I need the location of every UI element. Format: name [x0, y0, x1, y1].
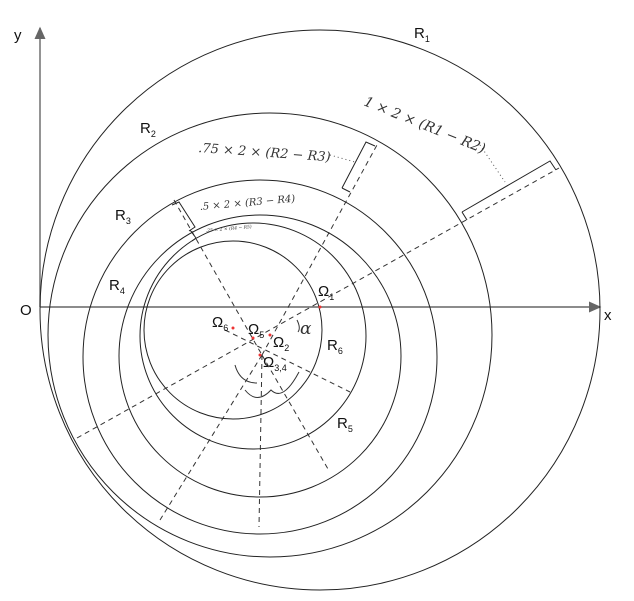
svg-text:R6: R6 — [327, 337, 343, 356]
svg-text:R4: R4 — [109, 277, 125, 296]
annotation-r3-r4: .5 × 2 × (R3 − R4) — [199, 194, 295, 213]
svg-text:Ω2: Ω2 — [273, 334, 289, 353]
svg-text:R1: R1 — [414, 25, 430, 44]
y-axis-label: y — [14, 27, 22, 44]
annotation-leaders — [329, 144, 506, 183]
circle-r3 — [82, 179, 438, 535]
annotation-r2-r3: .75 × 2 × (R2 − R3) — [198, 141, 331, 165]
circle-r4 — [118, 214, 402, 498]
svg-text:R3: R3 — [115, 207, 131, 226]
circle-r6 — [143, 240, 323, 420]
dashed-lines — [76, 144, 560, 528]
radius-labels: R1 R2 R3 R4 R5 R6 — [109, 25, 430, 434]
svg-text:Ω1: Ω1 — [318, 283, 334, 302]
svg-text:Ω6: Ω6 — [212, 314, 228, 333]
center-markers — [231, 305, 322, 357]
svg-text:R5: R5 — [337, 415, 353, 434]
circle-r2 — [47, 112, 493, 558]
circle-r1 — [39, 29, 601, 591]
svg-text:R2: R2 — [140, 120, 156, 139]
angle-arcs — [234, 319, 300, 398]
center-labels: Ω1 Ω2 Ω3,4 Ω5 Ω6 — [212, 283, 334, 373]
circle-r5 — [139, 222, 367, 450]
x-axis-label: x — [604, 307, 612, 324]
svg-text:Ω5: Ω5 — [248, 321, 264, 340]
annotation-r1-r2: 1 × 2 × (R1 − R2) — [362, 94, 488, 157]
thickness-brackets — [171, 141, 557, 242]
angle-alpha-label: α — [300, 319, 312, 339]
svg-text:Ω3,4: Ω3,4 — [263, 354, 287, 373]
annotation-r4-r5: .25 × 2 × (R4 − R5) — [206, 223, 253, 234]
origin-label: O — [20, 302, 32, 319]
